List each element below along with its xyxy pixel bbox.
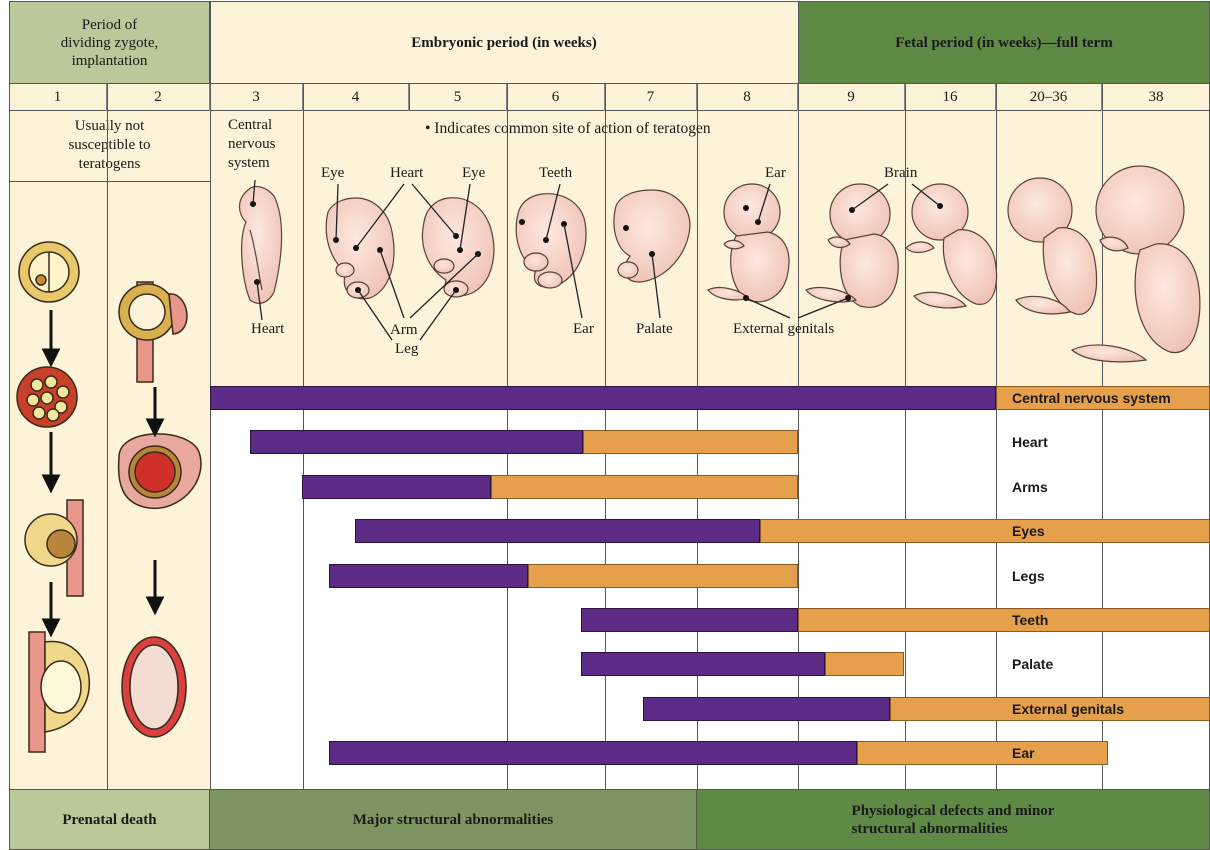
bar-major-6 bbox=[581, 652, 825, 676]
bar-minor-7 bbox=[890, 697, 1210, 721]
grid-line bbox=[905, 84, 906, 789]
bar-label-7: External genitals bbox=[1012, 701, 1125, 717]
teratogen-note: • Indicates common site of action of ter… bbox=[425, 120, 711, 137]
grid-line bbox=[798, 84, 799, 789]
teratogen-pointer-lines bbox=[252, 179, 941, 341]
label-external-genitals: External genitals bbox=[733, 321, 835, 337]
bar-minor-2 bbox=[491, 475, 798, 499]
grid-line bbox=[996, 84, 997, 789]
label-central-nervous-system: Central nervous system bbox=[228, 117, 276, 171]
bar-label-6: Palate bbox=[1012, 656, 1054, 672]
week-label-3: 3 bbox=[210, 84, 303, 111]
bar-minor-4 bbox=[528, 564, 798, 588]
embryonic-header-title: Embryonic period (in weeks) bbox=[411, 34, 597, 51]
fetus-week38-figure bbox=[1070, 165, 1201, 363]
week-label-1: 1 bbox=[9, 84, 107, 111]
week-label-11: 20–36 bbox=[996, 84, 1102, 111]
fetal-header-title: Fetal period (in weeks)—full term bbox=[895, 34, 1113, 51]
embryo-week3-figure bbox=[238, 186, 283, 304]
embryo-week6-figure bbox=[515, 193, 587, 289]
bar-major-8 bbox=[329, 741, 857, 765]
label-ear-week8: Ear bbox=[765, 165, 786, 181]
bar-major-7 bbox=[643, 697, 890, 721]
week-label-4: 4 bbox=[303, 84, 409, 111]
week-label-6: 6 bbox=[507, 84, 605, 111]
zygote-header-panel bbox=[9, 1, 210, 84]
label-leg: Leg bbox=[395, 341, 419, 357]
bar-minor-5 bbox=[798, 608, 1210, 632]
label-eye-week4: Eye bbox=[321, 165, 345, 181]
bar-minor-1 bbox=[583, 430, 798, 454]
bar-major-1 bbox=[250, 430, 583, 454]
bar-minor-8 bbox=[857, 741, 1108, 765]
bar-label-2: Arms bbox=[1012, 479, 1048, 495]
grid-line bbox=[107, 84, 108, 789]
label-arm: Arm bbox=[390, 322, 418, 338]
label-eye-week5: Eye bbox=[462, 165, 486, 181]
grid-line bbox=[409, 84, 410, 111]
bar-minor-0 bbox=[996, 386, 1210, 410]
fetal-header-panel bbox=[798, 1, 1210, 84]
week-label-12: 38 bbox=[1148, 89, 1164, 105]
embryo-week9-figure bbox=[805, 183, 899, 308]
bar-label-1: Heart bbox=[1012, 434, 1048, 450]
embryo-week5-figure bbox=[421, 197, 495, 298]
zygote-stage-figures bbox=[16, 241, 202, 753]
not-susceptible-label: Usually not susceptible to teratogens bbox=[68, 118, 151, 172]
footer-prenatal-death: Prenatal death bbox=[9, 789, 210, 850]
label-teeth: Teeth bbox=[539, 165, 573, 181]
week-label-2: 2 bbox=[107, 84, 210, 111]
bar-major-5 bbox=[581, 608, 798, 632]
bar-major-0 bbox=[210, 386, 996, 410]
grid-line bbox=[1102, 84, 1103, 789]
week-label-8: 8 bbox=[697, 84, 798, 111]
embryo-week8-figure bbox=[707, 183, 790, 303]
label-brain: Brain bbox=[884, 165, 918, 181]
susceptible-divider bbox=[9, 181, 210, 182]
bar-label-0: Central nervous system bbox=[1012, 390, 1171, 406]
zygote-header-title: Period of dividing zygote, implantation bbox=[60, 16, 159, 69]
bar-label-5: Teeth bbox=[1012, 612, 1049, 628]
embryo-week7-figure bbox=[613, 189, 691, 283]
footer-major-abnormalities: Major structural abnormalities bbox=[210, 789, 696, 850]
bar-minor-6 bbox=[825, 652, 904, 676]
fetus-week20-36-figure bbox=[1007, 177, 1098, 315]
week-label-5: 5 bbox=[409, 84, 507, 111]
label-palate: Palate bbox=[636, 321, 673, 337]
week-label-7: 7 bbox=[605, 84, 697, 111]
bar-label-8: Ear bbox=[1012, 745, 1035, 761]
label-ear-week6: Ear bbox=[573, 321, 594, 337]
week-label-9: 9 bbox=[798, 84, 905, 111]
bar-major-2 bbox=[302, 475, 491, 499]
embryonic-header-panel bbox=[210, 1, 798, 84]
label-heart: Heart bbox=[390, 165, 424, 181]
fetus-week16-figure bbox=[905, 183, 998, 309]
week-label-10: 16 bbox=[905, 84, 996, 111]
label-heart-week3: Heart bbox=[251, 321, 285, 337]
bar-major-3 bbox=[355, 519, 760, 543]
bar-label-3: Eyes bbox=[1012, 523, 1045, 539]
footer-minor-abnormalities: Physiological defects and minor structur… bbox=[696, 789, 1210, 850]
embryo-figures bbox=[238, 165, 1201, 363]
bar-label-4: Legs bbox=[1012, 568, 1045, 584]
bar-minor-3 bbox=[760, 519, 1210, 543]
bar-major-4 bbox=[329, 564, 528, 588]
